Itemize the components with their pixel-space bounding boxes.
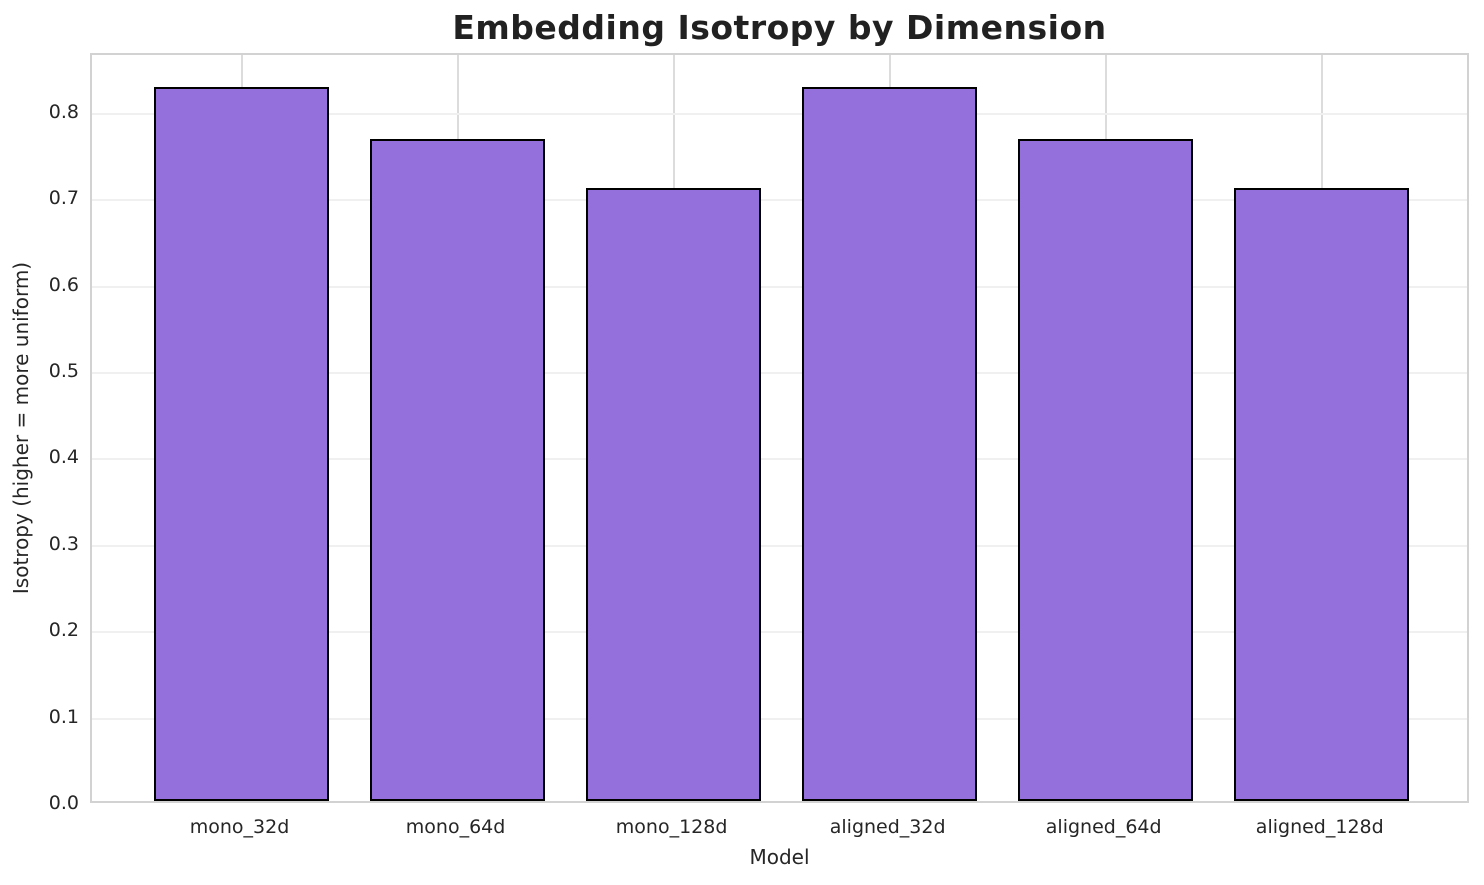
gridline-horizontal	[92, 285, 1467, 288]
bar-aligned_128d	[1234, 187, 1410, 801]
y-tick-label: 0.6	[48, 273, 79, 296]
gridline-horizontal	[92, 544, 1467, 547]
gridline-horizontal	[92, 458, 1467, 461]
x-tick-label-mono_32d: mono_32d	[189, 816, 290, 838]
bar-mono_64d	[370, 139, 546, 801]
gridline-horizontal	[92, 112, 1467, 115]
gridline-horizontal	[92, 371, 1467, 374]
y-tick-label: 0.8	[48, 100, 79, 123]
y-tick-label: 0.2	[48, 619, 79, 642]
gridline-horizontal	[92, 199, 1467, 202]
y-tick-label: 0.0	[48, 792, 79, 814]
x-tick-label-aligned_128d: aligned_128d	[1255, 816, 1384, 838]
bar-mono_32d	[154, 87, 329, 801]
y-tick-label: 0.5	[48, 359, 79, 382]
bar-aligned_32d	[802, 87, 978, 801]
gridline-horizontal	[92, 631, 1467, 634]
x-tick-label-aligned_32d: aligned_32d	[829, 816, 946, 838]
x-tick-label-mono_64d: mono_64d	[405, 816, 506, 838]
plot-area	[90, 53, 1469, 803]
x-axis-label: Model	[749, 845, 810, 869]
y-tick-label: 0.1	[48, 705, 79, 728]
gridline-horizontal	[92, 717, 1467, 720]
bar-aligned_64d	[1018, 139, 1194, 801]
chart-title: Embedding Isotropy by Dimension	[452, 8, 1107, 47]
bar-mono_128d	[586, 187, 762, 801]
x-tick-label-mono_128d: mono_128d	[615, 816, 728, 838]
x-tick-label-aligned_64d: aligned_64d	[1045, 816, 1162, 838]
y-tick-label: 0.4	[48, 446, 79, 469]
y-tick-label: 0.3	[48, 532, 79, 555]
y-axis-label: Isotropy (higher = more uniform)	[9, 261, 33, 595]
y-tick-label: 0.7	[48, 187, 79, 210]
